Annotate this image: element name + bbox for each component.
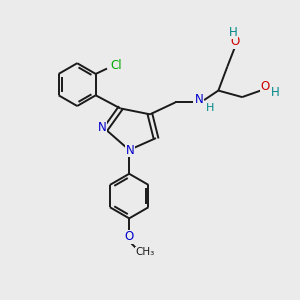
Text: N: N: [98, 121, 107, 134]
Text: O: O: [230, 35, 240, 48]
Text: H: H: [271, 86, 280, 99]
Text: O: O: [260, 80, 269, 94]
Text: H: H: [206, 103, 214, 113]
Text: O: O: [124, 230, 134, 243]
Text: H: H: [229, 26, 238, 38]
Text: N: N: [195, 93, 204, 106]
Text: N: N: [125, 143, 134, 157]
Text: CH₃: CH₃: [135, 247, 154, 257]
Text: Cl: Cl: [111, 59, 122, 72]
